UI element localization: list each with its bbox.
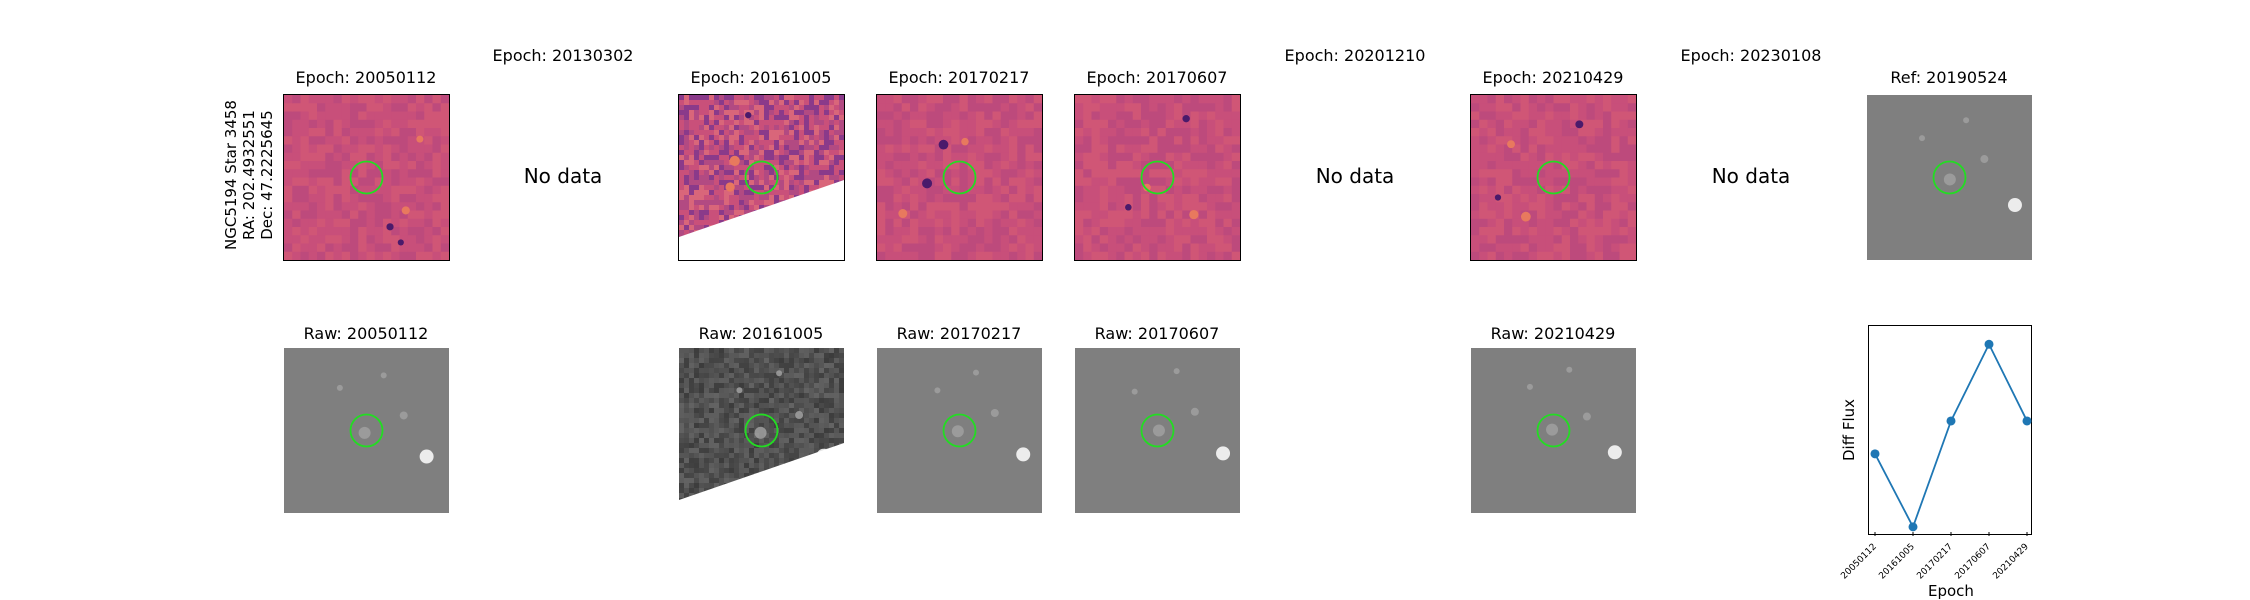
- raw-image: [283, 348, 449, 513]
- star-dec: Dec: 47.2225645: [258, 110, 276, 240]
- target-circle: [349, 160, 383, 195]
- lightcurve-point: [1870, 449, 1880, 459]
- raw-image: [1074, 348, 1240, 513]
- raw-panel-title: Raw: 20210429: [1490, 324, 1616, 343]
- difference-image: [677, 94, 845, 261]
- lightcurve-point: [2022, 416, 2032, 426]
- raw-panel-title: Raw: 20170217: [896, 324, 1022, 343]
- lightcurve-svg: [1870, 339, 2032, 536]
- lightcurve-point: [1946, 416, 1956, 426]
- diff-panel-title: Epoch: 20161005: [690, 68, 832, 87]
- difference-image: [1469, 94, 1637, 261]
- difference-image: [875, 94, 1043, 261]
- no-data-label: No data: [1315, 164, 1395, 188]
- difference-image: [1073, 94, 1241, 261]
- raw-panel-title: Raw: 20161005: [698, 324, 824, 343]
- target-circle: [1536, 413, 1570, 448]
- diff-panel-title: Ref: 20190524: [1890, 68, 2008, 87]
- star-ra: RA: 202.4932551: [240, 110, 258, 240]
- lightcurve-tick-label: 20210429: [1991, 542, 2031, 582]
- target-circle: [1140, 413, 1174, 448]
- target-circle: [1932, 160, 1966, 195]
- lightcurve-line: [1874, 342, 2028, 530]
- lightcurve-ylabel: Diff Flux: [1840, 399, 1858, 461]
- difference-image: [282, 94, 450, 261]
- diff-panel-title: Epoch: 20050112: [295, 68, 437, 87]
- no-data-label: No data: [1711, 164, 1791, 188]
- target-circle: [1536, 160, 1570, 195]
- lightcurve-xlabel: Epoch: [1928, 582, 1974, 600]
- target-circle: [349, 413, 383, 448]
- target-circle: [942, 160, 976, 195]
- lightcurve-plot: [1868, 325, 2032, 536]
- raw-image: [678, 348, 844, 513]
- diff-panel-title: Epoch: 20130302: [492, 46, 634, 65]
- lightcurve-tick-label: 20161005: [1877, 542, 1917, 582]
- raw-image: [876, 348, 1042, 513]
- raw-panel-title: Raw: 20170607: [1094, 324, 1220, 343]
- diff-panel-title: Epoch: 20170217: [888, 68, 1030, 87]
- star-label: NGC5194 Star 3458 RA: 202.4932551 Dec: 4…: [222, 100, 276, 250]
- reference-image: [1866, 95, 2032, 260]
- lightcurve-tick-label: 20170607: [1953, 542, 1993, 582]
- diff-panel-title: Epoch: 20230108: [1680, 46, 1822, 65]
- diff-panel-title: Epoch: 20201210: [1284, 46, 1426, 65]
- no-data-label: No data: [523, 164, 603, 188]
- target-circle: [942, 413, 976, 448]
- diff-panel-title: Epoch: 20210429: [1482, 68, 1624, 87]
- raw-image: [1470, 348, 1636, 513]
- target-circle: [1140, 160, 1174, 195]
- lightcurve-tick-label: 20050112: [1839, 542, 1879, 582]
- target-circle: [744, 413, 778, 448]
- lightcurve-tick-label: 20170217: [1915, 542, 1955, 582]
- lightcurve-point: [1908, 522, 1918, 532]
- star-name: NGC5194 Star 3458: [222, 100, 240, 250]
- target-circle: [744, 160, 778, 195]
- raw-panel-title: Raw: 20050112: [303, 324, 429, 343]
- diff-panel-title: Epoch: 20170607: [1086, 68, 1228, 87]
- lightcurve-point: [1984, 339, 1994, 349]
